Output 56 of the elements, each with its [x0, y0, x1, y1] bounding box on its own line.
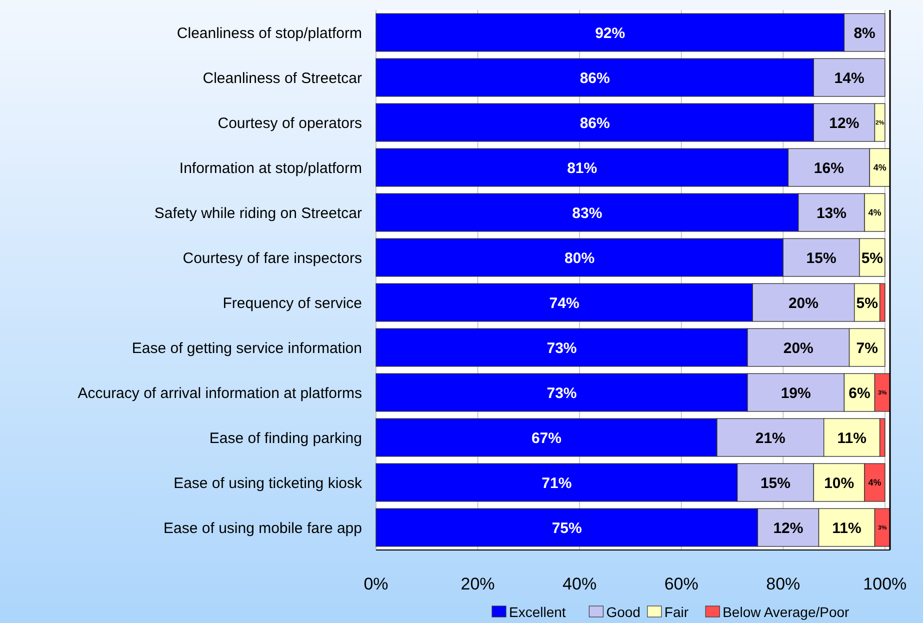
- y-tick-label: Cleanliness of stop/platform: [176, 24, 362, 42]
- data-label: 11%: [832, 520, 862, 537]
- x-tick-label: 60%: [664, 574, 698, 594]
- data-label: 20%: [788, 294, 818, 312]
- data-label: 12%: [773, 520, 804, 537]
- data-label: 15%: [806, 250, 836, 267]
- data-label: 16%: [814, 160, 844, 177]
- data-label: 4%: [873, 162, 886, 173]
- legend-label: Fair: [664, 604, 689, 620]
- data-label: 13%: [816, 204, 846, 222]
- data-label: 67%: [531, 430, 562, 447]
- y-tick-label: Frequency of service: [222, 294, 362, 312]
- data-label: 74%: [549, 294, 580, 312]
- y-tick-label: Ease of using ticketing kiosk: [174, 474, 362, 492]
- data-label: 6%: [848, 384, 870, 402]
- data-label: 11%: [837, 430, 866, 447]
- data-label: 20%: [783, 340, 814, 357]
- data-label: 83%: [572, 204, 602, 222]
- y-tick-label: Ease of getting service information: [132, 340, 362, 357]
- legend-label: Below Average/Poor: [722, 604, 850, 620]
- data-label: 81%: [567, 160, 598, 177]
- x-tick-label: 100%: [863, 574, 907, 594]
- data-label: 71%: [542, 474, 572, 492]
- x-tick-label: 20%: [460, 574, 495, 594]
- y-tick-label: Accuracy of arrival information at platforms: [78, 384, 362, 402]
- x-tick-label: 40%: [562, 574, 597, 594]
- y-tick-label: Cleanliness of Streetcar: [202, 70, 362, 87]
- y-tick-label: Ease of finding parking: [209, 430, 362, 447]
- x-tick-label: 80%: [766, 574, 800, 594]
- y-tick-label: Information at stop/platform: [179, 160, 362, 177]
- data-label: 15%: [760, 474, 791, 492]
- data-label: 5%: [861, 250, 884, 267]
- data-label: 7%: [856, 340, 878, 357]
- y-tick-label: Courtesy of operators: [218, 114, 362, 132]
- data-label: 75%: [552, 520, 582, 537]
- data-label: 14%: [834, 70, 864, 87]
- legend-label: Good: [606, 604, 640, 620]
- data-label: 86%: [580, 114, 610, 132]
- data-label: 12%: [829, 114, 860, 132]
- data-label: 92%: [595, 24, 626, 42]
- data-label: 80%: [564, 250, 595, 267]
- y-tick-label: Ease of using mobile fare app: [164, 520, 362, 537]
- legend-label: Excellent: [509, 604, 566, 620]
- data-label: 4%: [868, 208, 882, 218]
- data-label: 73%: [546, 340, 577, 357]
- data-label: 5%: [856, 294, 878, 312]
- data-label: 73%: [546, 384, 577, 402]
- data-label: 4%: [868, 478, 882, 488]
- y-tick-label: Safety while riding on Streetcar: [154, 204, 362, 222]
- data-label: 21%: [755, 430, 786, 447]
- data-label: 10%: [824, 474, 854, 492]
- data-label: 19%: [780, 384, 811, 402]
- y-tick-label: Courtesy of fare inspectors: [182, 250, 362, 267]
- data-label: 86%: [580, 70, 610, 87]
- data-label: 8%: [854, 24, 876, 42]
- x-tick-label: 0%: [364, 574, 388, 594]
